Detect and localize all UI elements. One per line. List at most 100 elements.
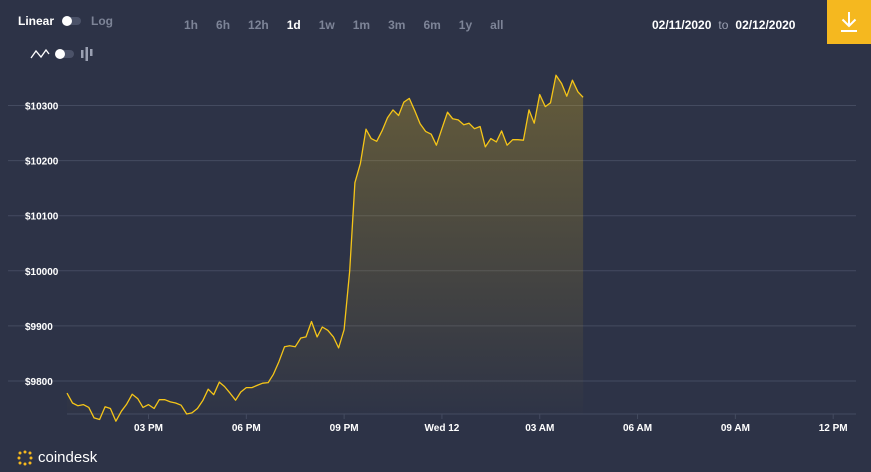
data-point (229, 392, 232, 395)
range-tab[interactable]: 3m (388, 18, 406, 32)
scale-switch[interactable] (62, 16, 82, 26)
y-tick-label: $10000 (25, 267, 59, 278)
logo-dot (18, 451, 22, 454)
data-point (321, 326, 324, 329)
data-point (283, 345, 286, 348)
data-point (305, 335, 308, 338)
y-tick-label: $10200 (25, 157, 59, 168)
data-point (489, 137, 492, 140)
data-point (98, 418, 101, 421)
data-point (462, 123, 465, 126)
data-point (522, 139, 525, 142)
line-chart-icon[interactable] (30, 47, 50, 61)
data-point (479, 125, 482, 128)
range-tab[interactable]: 6h (216, 18, 231, 32)
date-to[interactable]: 02/12/2020 (735, 18, 796, 32)
time-range-tabs: 1h 6h 12h 1d 1w 1m 3m 6m 1y all (184, 18, 521, 32)
download-button[interactable] (827, 0, 871, 44)
data-point (348, 269, 351, 272)
data-point (114, 420, 117, 423)
data-point (430, 133, 433, 136)
data-point (392, 108, 395, 111)
data-point (326, 329, 329, 332)
data-point (239, 391, 242, 394)
data-point (71, 402, 74, 405)
x-tick-label: 06 AM (623, 423, 652, 434)
data-point (495, 140, 498, 143)
x-tick-label: 03 PM (134, 423, 163, 434)
candlestick-icon[interactable] (80, 46, 94, 62)
x-tick-label: 06 PM (232, 423, 261, 434)
data-point (294, 345, 297, 348)
price-area (67, 75, 584, 422)
data-point (343, 328, 346, 331)
data-point (277, 360, 280, 363)
switch-knob (62, 16, 73, 26)
data-point (408, 97, 411, 100)
download-icon (841, 12, 857, 32)
data-point (555, 74, 558, 77)
y-tick-label: $9900 (25, 322, 53, 333)
price-line (66, 74, 584, 422)
data-point (544, 105, 547, 108)
logo-dot (29, 456, 33, 459)
data-point (158, 398, 161, 401)
date-from[interactable]: 02/11/2020 (652, 18, 712, 32)
data-point (299, 337, 302, 340)
data-point (506, 144, 509, 147)
data-point (256, 384, 259, 387)
data-point (468, 122, 471, 125)
range-tab[interactable]: 12h (248, 18, 269, 32)
data-point (560, 82, 563, 85)
range-tab[interactable]: 6m (423, 18, 441, 32)
chart-toolbar: Linear Log 1h 6h 12h 1d 1w 1m 3m 6m 1y a… (0, 0, 871, 44)
data-point (261, 382, 264, 385)
data-point (365, 128, 368, 131)
data-point (565, 95, 568, 98)
data-point (370, 137, 373, 140)
range-tab[interactable]: 1y (458, 18, 473, 32)
logo-dot (17, 456, 21, 459)
data-point (196, 407, 199, 410)
data-point (576, 90, 579, 93)
data-point (582, 96, 585, 99)
chart-type-switch[interactable] (55, 49, 74, 59)
range-tab[interactable]: 1d (286, 18, 301, 32)
data-point (288, 344, 291, 347)
data-point (310, 320, 313, 323)
data-point (353, 181, 356, 184)
brand-name: coindesk (38, 449, 98, 466)
range-tab[interactable]: 1m (352, 18, 371, 32)
chart-type-toggle (30, 46, 94, 62)
x-tick-label: Wed 12 (425, 423, 460, 434)
logo-dot (28, 451, 32, 454)
log-scale-label[interactable]: Log (91, 14, 114, 28)
data-point (446, 111, 449, 114)
data-point (402, 101, 405, 104)
data-point (147, 403, 150, 406)
data-point (413, 110, 416, 113)
data-point (109, 407, 112, 410)
x-tick-label: 03 AM (525, 423, 554, 434)
data-point (516, 138, 519, 141)
range-tab[interactable]: 1h (184, 18, 199, 32)
data-point (571, 79, 574, 82)
logo-dot (28, 461, 32, 464)
data-point (202, 399, 205, 402)
data-point (337, 346, 340, 349)
data-point (82, 403, 85, 406)
data-point (212, 393, 215, 396)
data-point (169, 400, 172, 403)
linear-scale-label[interactable]: Linear (18, 14, 55, 28)
range-tab[interactable]: 1w (318, 18, 335, 32)
data-point (131, 393, 134, 396)
brand: coindesk (17, 449, 97, 466)
data-point (207, 388, 210, 391)
y-tick-label: $10300 (25, 102, 59, 113)
data-point (180, 404, 183, 407)
data-point (511, 138, 514, 141)
data-point (549, 101, 552, 104)
data-point (424, 130, 427, 133)
data-point (223, 385, 226, 388)
range-tab[interactable]: all (490, 18, 504, 32)
